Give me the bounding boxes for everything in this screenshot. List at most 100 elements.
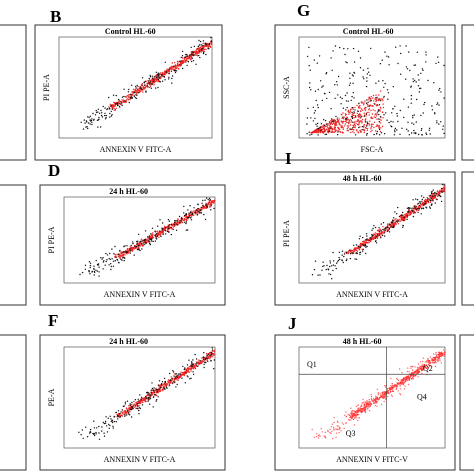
event-dot <box>382 100 384 102</box>
event-dot <box>188 371 190 373</box>
event-dot <box>390 394 393 396</box>
panel-frame <box>274 334 456 471</box>
event-dot <box>388 392 390 395</box>
event-dot <box>429 199 431 202</box>
event-dot <box>189 215 191 217</box>
event-dot <box>211 349 214 351</box>
event-dot <box>349 118 351 121</box>
event-dot <box>402 217 404 219</box>
event-dot <box>137 88 139 90</box>
event-dot <box>196 209 198 211</box>
panel-title: Control HL-60 <box>343 27 394 36</box>
event-dot <box>410 365 412 368</box>
event-dot <box>148 82 150 84</box>
event-dot <box>151 227 154 229</box>
event-dot <box>375 82 377 84</box>
event-dot <box>184 382 186 384</box>
event-dot <box>384 384 386 387</box>
plot-area <box>63 346 216 449</box>
event-dot <box>365 246 367 248</box>
event-dot <box>204 42 206 45</box>
event-dot <box>153 84 155 86</box>
event-dot <box>184 370 186 373</box>
event-dot <box>322 85 324 87</box>
event-dot <box>345 118 347 120</box>
event-dot <box>186 375 188 377</box>
event-dot <box>365 405 367 407</box>
event-dot <box>416 51 418 53</box>
event-dot <box>412 365 414 367</box>
event-dot <box>374 110 376 112</box>
event-dot <box>128 97 130 99</box>
event-dot <box>147 86 149 88</box>
event-dot <box>366 132 368 135</box>
event-dot <box>157 78 160 81</box>
event-dot <box>163 72 166 75</box>
event-dot <box>161 80 164 82</box>
event-dot <box>156 230 159 232</box>
event-dot <box>93 274 95 276</box>
event-dot <box>140 400 142 402</box>
event-dot <box>415 198 417 200</box>
event-dot <box>373 398 375 400</box>
event-dot <box>350 417 353 420</box>
event-dot <box>186 364 189 366</box>
event-dot <box>129 98 132 100</box>
event-dot <box>179 65 181 67</box>
event-dot <box>186 55 188 58</box>
event-dot <box>161 229 163 231</box>
event-dot <box>368 114 370 116</box>
event-dot <box>351 117 354 120</box>
event-dot <box>125 412 128 414</box>
event-dot <box>128 88 130 91</box>
event-dot <box>396 386 398 388</box>
event-dot <box>323 265 325 267</box>
event-dot <box>117 410 120 412</box>
event-dot <box>329 273 332 276</box>
event-dot <box>402 378 404 380</box>
event-dot <box>105 117 107 119</box>
event-dot <box>346 62 348 64</box>
event-dot <box>366 405 368 408</box>
event-dot <box>432 195 434 197</box>
event-dot <box>179 373 181 375</box>
event-dot <box>327 124 329 127</box>
event-dot <box>368 111 370 114</box>
event-dot <box>150 392 152 394</box>
event-dot <box>312 130 315 133</box>
event-dot <box>406 370 408 373</box>
event-dot <box>181 377 183 379</box>
event-dot <box>310 89 312 91</box>
event-dot <box>318 130 320 132</box>
event-dot <box>357 404 359 407</box>
event-dot <box>180 60 182 62</box>
event-dot <box>411 377 414 379</box>
event-dot <box>397 120 399 123</box>
event-dot <box>324 124 326 127</box>
event-dot <box>190 219 193 221</box>
event-dot <box>332 438 334 440</box>
event-dot <box>141 89 143 92</box>
event-dot <box>334 265 336 267</box>
event-dot <box>358 102 360 105</box>
event-dot <box>366 408 369 410</box>
event-dot <box>206 204 209 206</box>
event-dot <box>168 384 171 386</box>
event-dot <box>138 92 140 94</box>
event-dot <box>150 237 152 239</box>
event-dot <box>350 131 352 134</box>
event-dot <box>180 219 182 222</box>
event-dot <box>150 82 152 85</box>
event-dot <box>417 211 419 214</box>
event-dot <box>337 75 340 78</box>
event-dot <box>344 94 347 97</box>
event-dot <box>414 371 416 373</box>
event-dot <box>406 128 408 130</box>
event-dot <box>181 55 184 57</box>
event-dot <box>173 373 176 375</box>
event-dot <box>367 101 369 104</box>
event-dot <box>149 243 152 246</box>
event-dot <box>427 200 429 202</box>
event-dot <box>388 231 391 233</box>
event-dot <box>380 108 382 110</box>
